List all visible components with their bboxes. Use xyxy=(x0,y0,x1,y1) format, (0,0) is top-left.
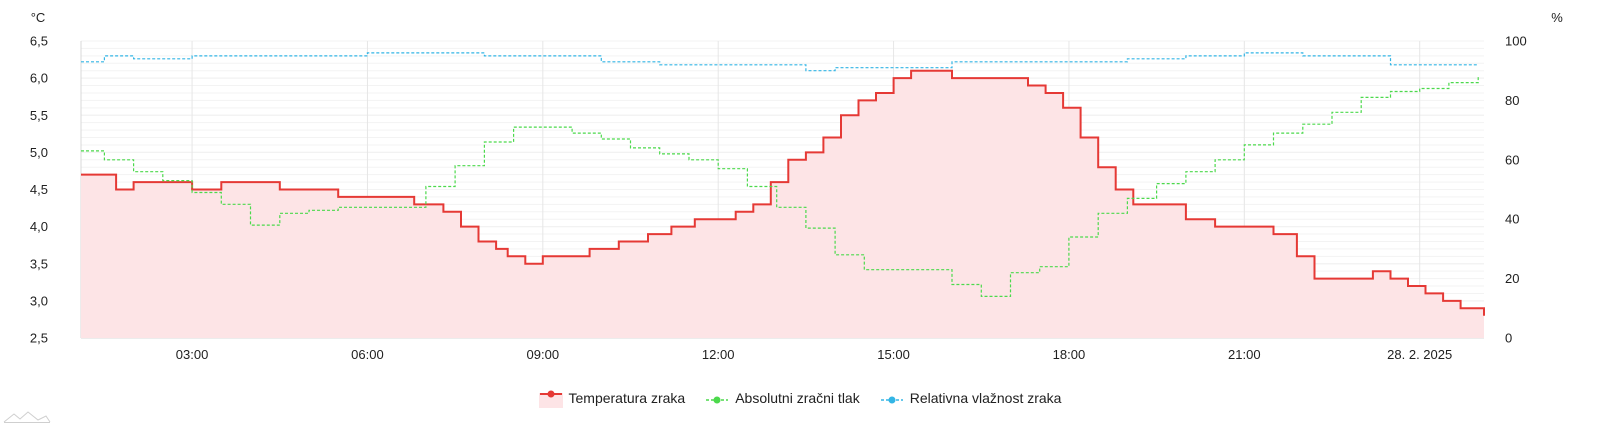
legend-label-humidity: Relativna vlažnost zraka xyxy=(909,390,1062,406)
legend-label-temperature: Temperatura zraka xyxy=(568,390,686,406)
chart-axes: °C % 6,5 6,0 5,5 5,0 4,5 4,0 3,5 3,0 2,5 100 80 60 4… xyxy=(30,10,1563,362)
y-right-tick-label: 100 xyxy=(1505,34,1527,49)
legend-label-pressure: Absolutni zračni tlak xyxy=(735,390,860,406)
y-left-tick-label: 3,5 xyxy=(30,256,48,271)
x-tick-label: 18:00 xyxy=(1053,347,1086,362)
series-area-temperatura-zraka xyxy=(81,70,1484,338)
y-left-tick-label: 3,0 xyxy=(30,293,48,308)
x-tick-label: 09:00 xyxy=(527,347,560,362)
series-line-relativna-vla-nost-zraka xyxy=(81,52,1479,72)
y-left-tick-label: 4,0 xyxy=(30,219,48,234)
x-tick-label: 03:00 xyxy=(176,347,209,362)
legend-item-humidity[interactable]: Relativna vlažnost zraka xyxy=(880,388,1062,408)
chart-legend: Temperatura zraka Absolutni zračni tlak … xyxy=(0,386,1600,410)
x-tick-label: 06:00 xyxy=(351,347,384,362)
legend-item-pressure[interactable]: Absolutni zračni tlak xyxy=(705,388,860,408)
chart-series xyxy=(81,52,1485,338)
y-left-tick-label: 2,5 xyxy=(30,331,48,346)
legend-item-temperature[interactable]: Temperatura zraka xyxy=(538,388,686,408)
x-tick-label: 28. 2. 2025 xyxy=(1387,347,1452,362)
y-left-tick-label: 6,5 xyxy=(30,34,48,49)
y-right-tick-label: 40 xyxy=(1505,212,1519,227)
sensor-line-chart: °C % 6,5 6,0 5,5 5,0 4,5 4,0 3,5 3,0 2,5 100 80 60 4… xyxy=(30,10,1563,362)
series-line-temperatura-zraka xyxy=(81,69,1485,316)
x-tick-label: 21:00 xyxy=(1228,347,1261,362)
y-right-tick-label: 80 xyxy=(1505,93,1519,108)
legend-swatch-humidity xyxy=(880,388,904,408)
y-right-tick-label: 0 xyxy=(1505,331,1512,346)
y-right-tick-label: 60 xyxy=(1505,152,1519,167)
y-right-tick-label: 20 xyxy=(1505,271,1519,286)
series-line-absolutni-zra-ni-tlak xyxy=(81,76,1479,297)
y-left-tick-label: 4,5 xyxy=(30,182,48,197)
x-tick-label: 15:00 xyxy=(877,347,910,362)
legend-swatch-temperature xyxy=(538,388,563,408)
y-left-tick-label: 6,0 xyxy=(30,71,48,86)
mountain-logo-icon xyxy=(3,411,51,423)
legend-swatch-pressure xyxy=(705,388,729,408)
y-left-tick-label: 5,0 xyxy=(30,145,48,160)
x-tick-label: 12:00 xyxy=(702,347,735,362)
y-left-unit: °C xyxy=(31,10,46,25)
y-right-unit: % xyxy=(1551,10,1563,25)
y-left-tick-label: 5,5 xyxy=(30,108,48,123)
